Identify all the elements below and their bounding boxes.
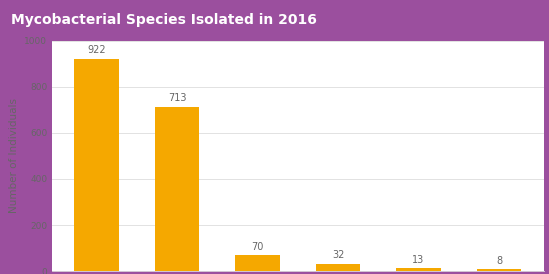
Y-axis label: Number of Individuals: Number of Individuals [9,98,19,213]
Text: 13: 13 [412,255,425,265]
Bar [316,264,360,271]
Bar [477,269,521,271]
Text: 713: 713 [168,93,186,103]
Bar [155,107,199,271]
Bar [396,268,441,271]
Text: 922: 922 [87,45,106,55]
Text: 70: 70 [251,242,264,252]
Text: 8: 8 [496,256,502,266]
Text: 32: 32 [332,250,344,260]
Bar [236,255,280,271]
Bar [75,59,119,271]
Text: Mycobacterial Species Isolated in 2016: Mycobacterial Species Isolated in 2016 [11,13,317,27]
